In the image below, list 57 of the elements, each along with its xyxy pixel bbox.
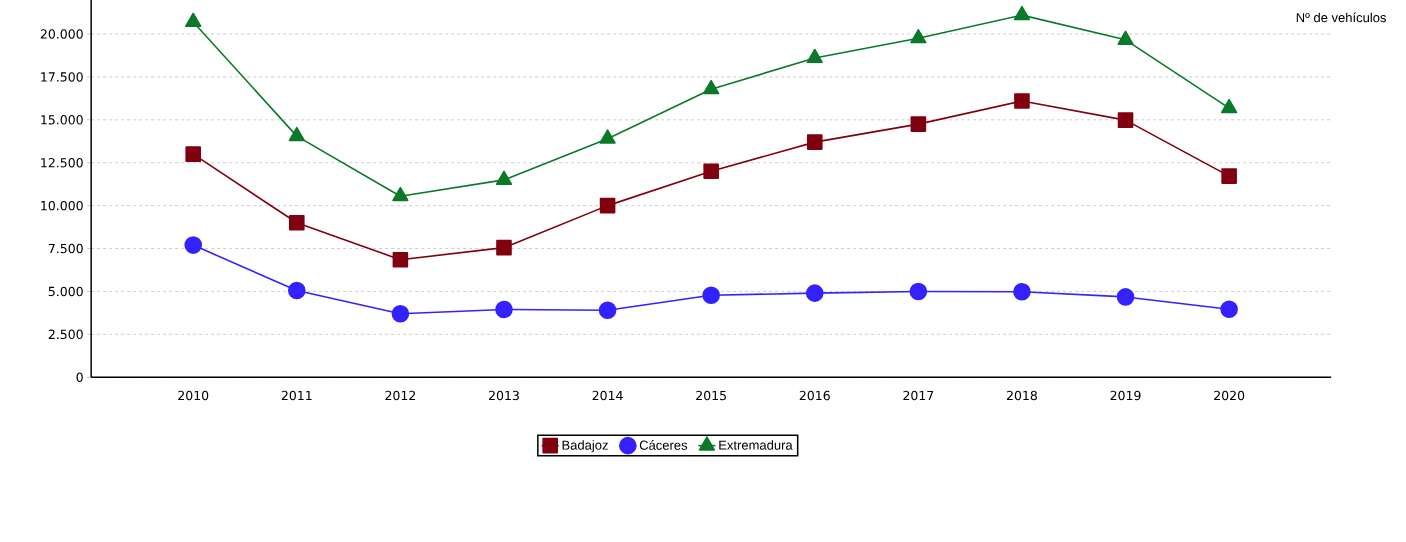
- point: [1013, 5, 1031, 21]
- point: [703, 79, 720, 95]
- point: [909, 282, 928, 301]
- point: [496, 239, 512, 256]
- legend-label: Badajoz: [562, 440, 608, 453]
- point: [1014, 93, 1030, 109]
- x-tick-label: 2012: [385, 390, 416, 401]
- point: [495, 300, 513, 319]
- x-tick-label: 2018: [1006, 390, 1037, 401]
- point: [1220, 300, 1238, 319]
- legend-label: Cáceres: [639, 440, 688, 450]
- y-tick-label: 17.500: [41, 72, 83, 82]
- point: [1117, 30, 1134, 45]
- point: [1116, 288, 1135, 306]
- y-tick-label: 20.000: [40, 29, 83, 39]
- point: [1013, 282, 1031, 301]
- point: [806, 48, 823, 64]
- point: [391, 304, 410, 323]
- y-tick-label: 7.500: [48, 243, 83, 254]
- point: [185, 146, 201, 162]
- x-tick-label: 2013: [488, 390, 519, 401]
- x-tick-label: 2016: [799, 390, 830, 401]
- point: [289, 214, 305, 231]
- point: [598, 301, 617, 320]
- point: [599, 129, 616, 144]
- point: [1221, 168, 1237, 184]
- legend-label: Extremadura: [719, 440, 793, 450]
- x-tick-label: 2010: [178, 390, 209, 401]
- y-tick-label: 12.500: [41, 157, 83, 168]
- x-tick-label: 2019: [1110, 390, 1141, 401]
- y-tick-label: 2.500: [48, 329, 83, 340]
- x-tick-label: 2015: [696, 390, 726, 401]
- y-tick-label: 15.000: [41, 115, 83, 125]
- point: [392, 251, 409, 268]
- x-tick-label: 2020: [1214, 390, 1245, 401]
- x-tick-label: 2017: [903, 390, 934, 401]
- point: [805, 284, 824, 302]
- point: [1117, 112, 1134, 128]
- point: [910, 116, 927, 132]
- point: [910, 28, 927, 44]
- point: [495, 170, 513, 185]
- point: [185, 12, 202, 28]
- point: [703, 163, 719, 180]
- y-tick-label: 0: [76, 372, 83, 382]
- point: [288, 126, 305, 142]
- point: [599, 197, 616, 214]
- y-tick-label: 5.000: [48, 286, 83, 297]
- y-tick-label: 10.000: [41, 200, 83, 211]
- x-tick-label: 2011: [281, 390, 312, 401]
- x-tick-label: 2014: [592, 390, 623, 401]
- point: [288, 281, 306, 300]
- point: [1220, 98, 1238, 114]
- point: [702, 286, 720, 305]
- point: [184, 236, 202, 254]
- point: [392, 186, 409, 202]
- point: [806, 134, 823, 150]
- y-axis-title: Nº de vehículos: [1296, 12, 1386, 23]
